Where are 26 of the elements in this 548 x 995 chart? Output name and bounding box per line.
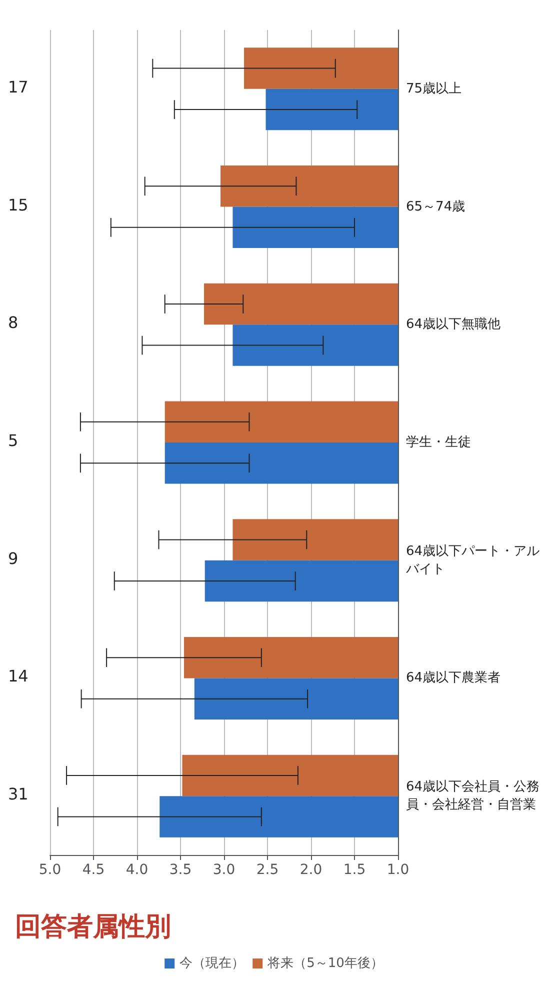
y-tick-label: 学生・生徒 [406, 435, 471, 450]
x-tick-label: 5.0 [38, 862, 62, 878]
y-tick-label: 75歳以上 [406, 81, 462, 96]
text: 5 [8, 431, 18, 450]
text: 8 [8, 313, 18, 332]
x-tick-label: 4.5 [82, 862, 105, 878]
text: 回答者属性別 [15, 912, 171, 942]
legend-label: 今（現在） [180, 956, 245, 971]
x-tick-label: 3.5 [169, 862, 192, 878]
y-tick-label: 64歳以下パート・アルバイト [405, 544, 540, 577]
y-tick-label: 64歳以下無職他 [406, 317, 501, 332]
text: 17 [8, 77, 28, 96]
x-tick-label: 1.0 [386, 862, 410, 878]
x-tick-label: 2.5 [256, 862, 279, 878]
text: 31 [8, 784, 28, 804]
x-tick-label: 4.0 [126, 862, 148, 878]
legend-label: 将来（5～10年後） [266, 956, 384, 971]
x-tick-label: 1.5 [343, 862, 366, 878]
text: 14 [8, 666, 28, 686]
text: 15 [8, 195, 28, 214]
x-tick-label: 2.0 [300, 862, 322, 878]
text: 9 [8, 548, 18, 568]
y-tick-label: 64歳以下会社員・公務員・会社経営・自営業 [406, 780, 540, 813]
y-tick-label: 65～74歳 [406, 199, 466, 214]
y-tick-label: 64歳以下農業者 [406, 670, 501, 686]
x-tick-label: 3.0 [212, 862, 236, 878]
